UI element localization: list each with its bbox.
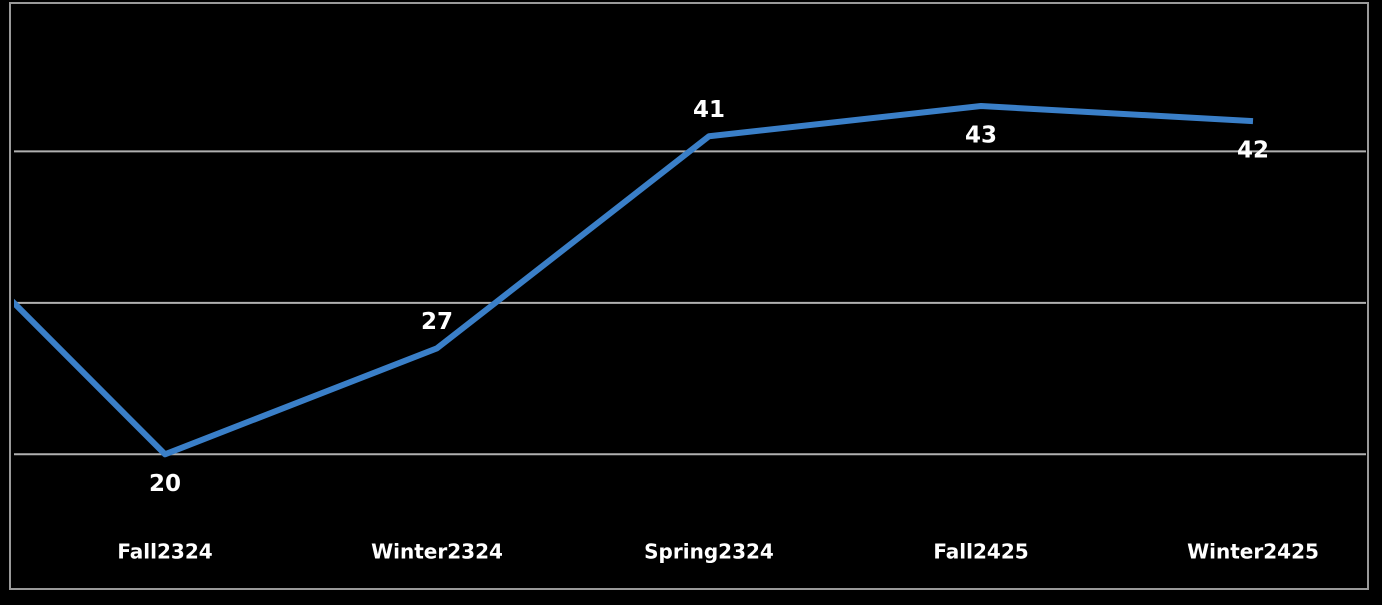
x-tick-label: Winter2324 (371, 540, 503, 564)
data-label: 41 (693, 97, 725, 123)
x-tick-label: Winter2425 (1187, 540, 1319, 564)
data-label: 20 (149, 471, 181, 497)
x-tick-label: Spring2324 (644, 540, 774, 564)
x-tick-label: Fall2324 (117, 540, 212, 564)
frame (9, 2, 1369, 590)
data-label: 27 (421, 309, 453, 335)
x-tick-label: Fall2425 (933, 540, 1028, 564)
line (14, 103, 1254, 458)
data-label: 42 (1237, 138, 1269, 164)
data-label: 43 (965, 123, 997, 149)
